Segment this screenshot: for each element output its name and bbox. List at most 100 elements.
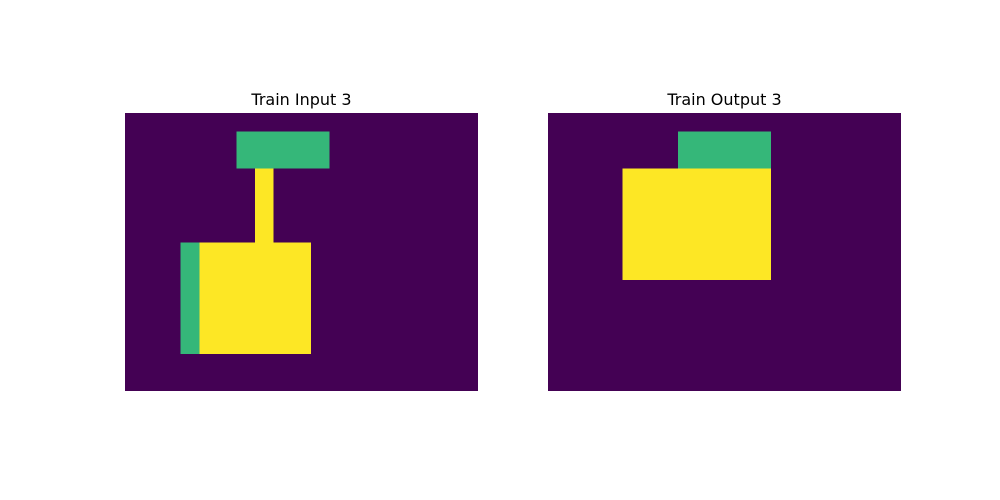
grid-cell	[255, 335, 275, 355]
grid-cell	[217, 279, 237, 299]
grid-cell	[770, 279, 790, 299]
grid-cell	[403, 261, 423, 281]
grid-cell	[808, 187, 828, 207]
grid-cell	[366, 316, 386, 336]
grid-cell	[440, 298, 460, 318]
grid-cell	[770, 205, 790, 225]
grid-cell	[696, 372, 716, 391]
grid-cell	[808, 131, 828, 151]
grid-cell	[640, 298, 660, 318]
grid-cell	[347, 242, 367, 262]
grid-cell	[863, 242, 883, 262]
grid-cell	[733, 131, 753, 151]
grid-cell	[292, 205, 312, 225]
grid-train-input	[125, 113, 478, 391]
grid-cell	[603, 150, 623, 169]
grid-cell	[403, 113, 423, 132]
grid-cell	[125, 150, 144, 169]
grid-cell	[752, 372, 772, 391]
grid-cell	[459, 224, 478, 244]
grid-cell	[770, 353, 790, 373]
grid-cell	[622, 187, 642, 207]
grid-cell	[403, 187, 423, 207]
grid-cell	[143, 187, 163, 207]
grid-cell	[789, 335, 809, 355]
panel-train-input: Train Input 3	[125, 86, 478, 391]
grid-cell	[422, 316, 442, 336]
grid-cell	[440, 242, 460, 262]
grid-cell	[180, 224, 200, 244]
grid-cell	[752, 168, 772, 188]
grid-cell	[882, 242, 901, 262]
grid-cell	[180, 150, 200, 169]
grid-cell	[255, 113, 275, 132]
grid-cell	[882, 205, 901, 225]
grid-cell	[882, 316, 901, 336]
grid-cell	[236, 150, 256, 169]
grid-cell	[548, 224, 567, 244]
grid-cell	[789, 131, 809, 151]
grid-cell	[125, 168, 144, 188]
grid-cell	[585, 316, 605, 336]
grid-cell	[882, 168, 901, 188]
grid-cell	[882, 298, 901, 318]
grid-cell	[622, 205, 642, 225]
grid-cell	[808, 242, 828, 262]
grid-cell	[733, 279, 753, 299]
grid-cell	[199, 298, 219, 318]
grid-cell	[826, 242, 846, 262]
grid-cell	[403, 335, 423, 355]
grid-cell	[217, 168, 237, 188]
grid-cell	[440, 168, 460, 188]
grid-cell	[217, 224, 237, 244]
grid-cell	[162, 187, 182, 207]
grid-cell	[770, 335, 790, 355]
grid-cell	[789, 187, 809, 207]
grid-cell	[162, 298, 182, 318]
grid-cell	[180, 205, 200, 225]
grid-cell	[845, 224, 865, 244]
grid-cell	[566, 131, 586, 151]
grid-cell	[255, 279, 275, 299]
grid-cell	[273, 298, 293, 318]
grid-cell	[752, 279, 772, 299]
grid-cell	[548, 113, 567, 132]
grid-cell	[622, 372, 642, 391]
grid-cell	[292, 187, 312, 207]
grid-cell	[255, 298, 275, 318]
grid-cell	[180, 113, 200, 132]
grid-cell	[199, 242, 219, 262]
grid-cell	[403, 205, 423, 225]
grid-cell	[199, 113, 219, 132]
grid-cell	[752, 150, 772, 169]
grid-cell	[733, 353, 753, 373]
grid-cell	[733, 113, 753, 132]
grid-cell	[678, 168, 698, 188]
grid-cell	[863, 261, 883, 281]
grid-cell	[548, 168, 567, 188]
grid-cell	[622, 353, 642, 373]
grid-cell	[678, 335, 698, 355]
grid-cell	[366, 372, 386, 391]
grid-cell	[422, 205, 442, 225]
grid-cell	[366, 131, 386, 151]
grid-cell	[566, 353, 586, 373]
grid-cell	[696, 353, 716, 373]
grid-cell	[659, 131, 679, 151]
grid-cell	[845, 353, 865, 373]
grid-cell	[548, 335, 567, 355]
grid-cell	[162, 335, 182, 355]
grid-cell	[162, 168, 182, 188]
grid-cell	[585, 187, 605, 207]
grid-cell	[217, 335, 237, 355]
grid-cell	[566, 279, 586, 299]
grid-cell	[366, 279, 386, 299]
grid-cell	[863, 353, 883, 373]
grid-cell	[566, 316, 586, 336]
grid-cell	[659, 298, 679, 318]
grid-cell	[752, 187, 772, 207]
grid-cell	[347, 353, 367, 373]
grid-cell	[199, 168, 219, 188]
grid-cell	[385, 224, 405, 244]
grid-cell	[845, 205, 865, 225]
